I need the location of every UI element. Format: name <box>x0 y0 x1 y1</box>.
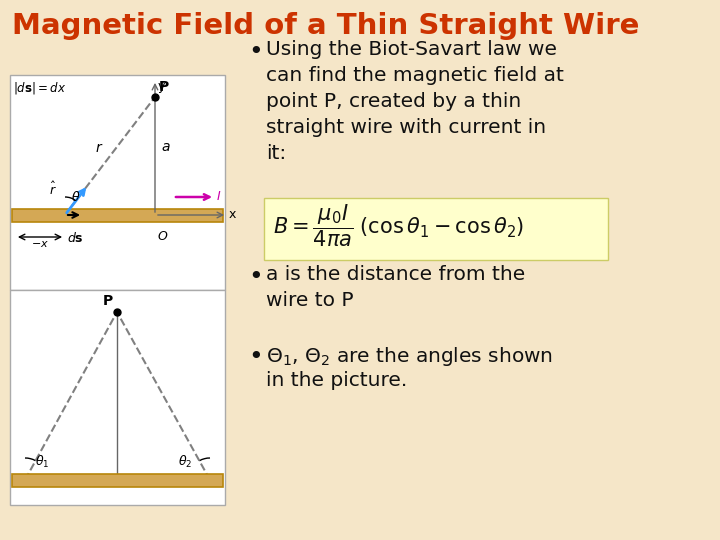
Text: it:: it: <box>266 144 287 163</box>
Text: $\hat{r}$: $\hat{r}$ <box>49 181 57 198</box>
Text: •: • <box>248 40 263 64</box>
Text: wire to P: wire to P <box>266 291 354 310</box>
Text: a: a <box>161 140 169 154</box>
Bar <box>10 290 225 505</box>
Text: y: y <box>158 80 166 93</box>
Text: point P, created by a thin: point P, created by a thin <box>266 92 521 111</box>
Text: $\theta$: $\theta$ <box>71 190 81 204</box>
Text: •: • <box>248 265 263 289</box>
Text: Magnetic Field of a Thin Straight Wire: Magnetic Field of a Thin Straight Wire <box>12 12 639 40</box>
Text: in the picture.: in the picture. <box>266 371 408 390</box>
Text: $-x$: $-x$ <box>31 239 49 249</box>
Text: I: I <box>217 191 221 204</box>
Text: r: r <box>96 141 102 155</box>
Text: P: P <box>103 294 113 308</box>
Text: $\theta_2$: $\theta_2$ <box>178 454 192 470</box>
Text: can find the magnetic field at: can find the magnetic field at <box>266 66 564 85</box>
Text: P: P <box>159 80 169 94</box>
Text: $\theta_1$: $\theta_1$ <box>35 454 50 470</box>
Text: $\Theta_1$, $\Theta_2$ are the angles shown: $\Theta_1$, $\Theta_2$ are the angles sh… <box>266 345 553 368</box>
Text: Using the Biot-Savart law we: Using the Biot-Savart law we <box>266 40 557 59</box>
Bar <box>12 474 223 487</box>
Text: •: • <box>248 345 263 369</box>
Text: straight wire with current in: straight wire with current in <box>266 118 546 137</box>
Text: a is the distance from the: a is the distance from the <box>266 265 526 284</box>
Text: $|d\mathbf{s}| = dx$: $|d\mathbf{s}| = dx$ <box>13 80 66 96</box>
Bar <box>10 75 225 290</box>
Text: O: O <box>158 230 168 243</box>
Text: $d\mathbf{s}$: $d\mathbf{s}$ <box>67 231 84 245</box>
Bar <box>12 208 223 221</box>
Text: x: x <box>229 207 236 220</box>
FancyBboxPatch shape <box>264 198 608 260</box>
Text: $B = \dfrac{\mu_0 I}{4\pi a}\;(\cos\theta_1 - \cos\theta_2)$: $B = \dfrac{\mu_0 I}{4\pi a}\;(\cos\thet… <box>273 202 524 249</box>
